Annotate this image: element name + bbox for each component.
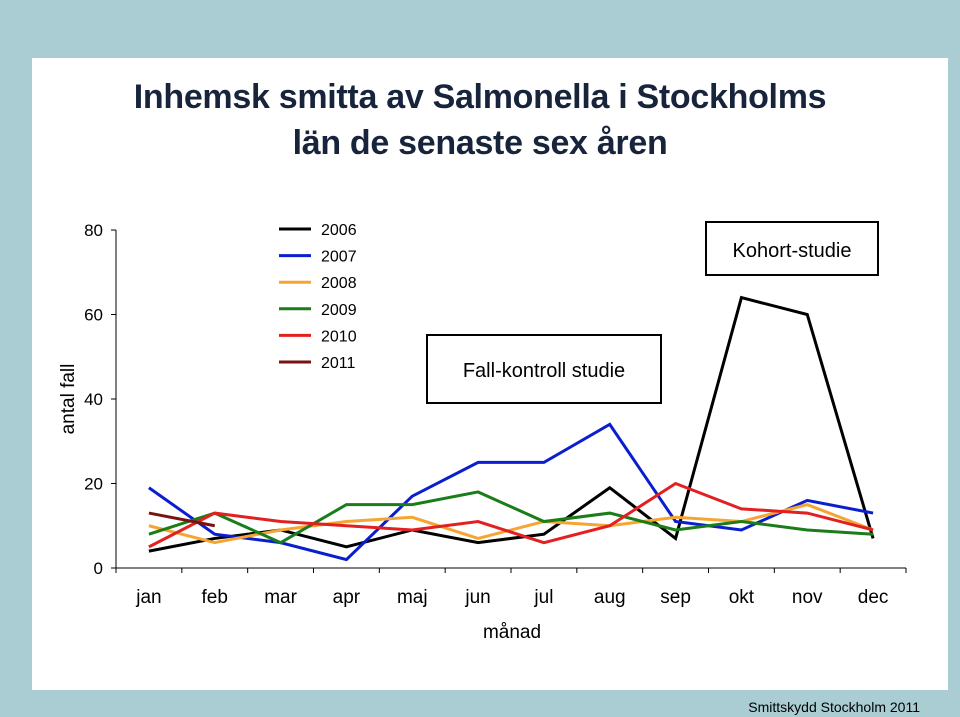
y-tick-label-40: 40 [84, 390, 103, 409]
x-tick-label-nov: nov [792, 587, 823, 608]
series-line-2007 [148, 422, 874, 562]
chart-title-line1: Inhemsk smitta av Salmonella i Stockholm… [133, 78, 827, 116]
x-tick-label-maj: maj [397, 587, 428, 608]
series-line-2008 [148, 503, 874, 545]
legend-label-2006: 2006 [321, 222, 357, 239]
x-tick-label-dec: dec [858, 587, 889, 608]
annotation-label-1: Fall-kontroll studie [463, 360, 625, 382]
y-tick-label-20: 20 [84, 475, 103, 494]
annotation-label-2: Kohort-studie [733, 240, 852, 262]
x-tick-label-jul: jul [533, 587, 553, 608]
legend-label-2008: 2008 [321, 275, 357, 292]
x-tick-label-sep: sep [660, 587, 691, 608]
x-tick-label-jun: jun [464, 587, 490, 608]
x-tick-label-feb: feb [202, 587, 228, 608]
x-tick-label-okt: okt [729, 587, 755, 608]
series-line-2009 [148, 490, 874, 545]
legend-label-2007: 2007 [321, 249, 357, 266]
legend-label-2010: 2010 [321, 328, 357, 345]
y-axis-title: antal fall [58, 364, 79, 435]
x-tick-label-jan: jan [135, 587, 161, 608]
series-line-2011 [148, 511, 216, 528]
annotation-box-2 [705, 221, 879, 276]
x-tick-label-mar: mar [264, 587, 297, 608]
chart-title-line2: län de senaste sex åren [292, 124, 668, 162]
y-tick-label-60: 60 [84, 306, 103, 325]
legend-label-2009: 2009 [321, 302, 357, 319]
annotation-box-1 [426, 334, 662, 404]
x-axis-title: månad [483, 622, 541, 643]
series-line-2010 [148, 481, 874, 549]
y-tick-label-80: 80 [84, 221, 103, 240]
x-tick-label-apr: apr [333, 587, 361, 608]
y-tick-label-0: 0 [94, 559, 103, 578]
credit-text: Smittskydd Stockholm 2011 [748, 699, 920, 715]
legend-label-2011: 2011 [321, 355, 356, 372]
x-tick-label-aug: aug [594, 587, 626, 608]
